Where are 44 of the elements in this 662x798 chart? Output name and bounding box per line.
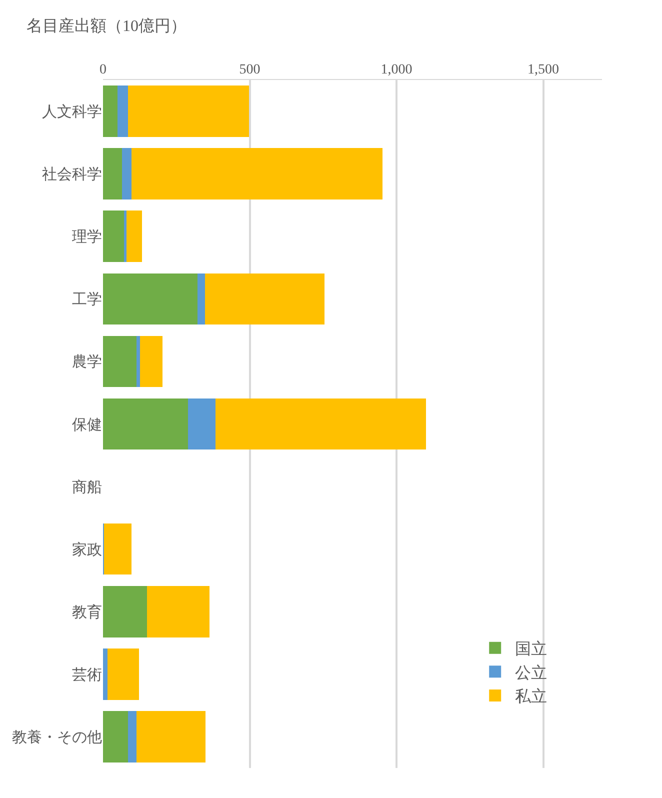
bar <box>215 398 426 450</box>
x-tick-label: 0 <box>100 62 106 78</box>
bar <box>128 711 136 762</box>
bar <box>140 336 163 388</box>
bar <box>198 273 205 325</box>
bar <box>107 648 139 700</box>
y-tick-label: 教養・その他 <box>12 728 102 746</box>
y-tick-label: 商船 <box>72 478 102 496</box>
bar <box>131 148 383 200</box>
bar <box>103 273 198 325</box>
bar <box>103 398 188 450</box>
bar <box>118 86 128 137</box>
bar <box>136 711 206 762</box>
y-tick-label: 農学 <box>72 354 102 371</box>
y-tick-label: 家政 <box>72 541 102 558</box>
bar <box>103 86 118 137</box>
y-tick-label: 教育 <box>72 604 102 621</box>
y-tick-label: 理学 <box>72 228 102 246</box>
bar <box>136 336 140 388</box>
legend-label: 私立 <box>515 688 548 706</box>
legend-label: 国立 <box>515 640 548 658</box>
bar <box>126 210 142 262</box>
bar <box>103 586 148 638</box>
bar <box>103 336 136 388</box>
bar <box>103 148 122 200</box>
bar <box>103 648 108 700</box>
y-tick-label: 工学 <box>72 291 102 308</box>
bar <box>147 586 210 638</box>
bar <box>104 523 132 575</box>
y-tick-label: 社会科学 <box>42 166 102 184</box>
bar <box>188 398 216 450</box>
x-tick-label: 1,500 <box>528 62 560 78</box>
y-tick-label: 芸術 <box>72 666 102 684</box>
bar <box>103 210 125 262</box>
x-tick-label: 1,000 <box>380 62 412 78</box>
bar <box>103 711 128 762</box>
chart-title: 名目産出額（10億円） <box>26 17 186 36</box>
y-tick-label: 保健 <box>72 417 102 434</box>
bar <box>122 148 132 200</box>
bar <box>204 273 325 325</box>
y-tick-label: 人文科学 <box>42 104 102 121</box>
bar <box>128 86 249 137</box>
x-tick-label: 500 <box>239 62 260 78</box>
legend-label: 公立 <box>515 664 548 682</box>
